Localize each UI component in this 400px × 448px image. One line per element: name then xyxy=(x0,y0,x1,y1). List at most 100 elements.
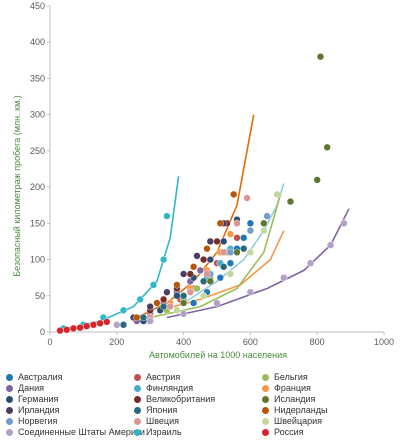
legend-item: Ирландия xyxy=(6,405,60,415)
data-point xyxy=(226,248,235,256)
data-point xyxy=(160,303,168,311)
legend-marker xyxy=(6,373,13,381)
data-point xyxy=(260,219,268,227)
trend-lines xyxy=(66,114,350,330)
data-point xyxy=(206,256,214,264)
series-group xyxy=(146,194,251,322)
data-point xyxy=(173,306,181,314)
data-point xyxy=(160,256,168,264)
data-point xyxy=(180,299,188,307)
legend-marker xyxy=(6,395,13,403)
data-point xyxy=(119,306,128,314)
trend-line xyxy=(150,194,282,319)
legend-item: Франция xyxy=(262,383,311,393)
legend-marker xyxy=(134,417,141,425)
y-tick-label: 400 xyxy=(30,37,45,47)
data-point xyxy=(163,288,171,296)
data-point xyxy=(213,299,221,307)
x-tick-label: 0 xyxy=(47,337,52,347)
y-tick-label: 350 xyxy=(30,73,45,83)
data-point xyxy=(246,288,255,296)
legend-marker xyxy=(262,406,269,414)
x-tick-label: 400 xyxy=(176,337,191,347)
data-point xyxy=(200,256,208,264)
data-point xyxy=(203,270,211,278)
y-tick-label: 200 xyxy=(30,182,45,192)
data-point xyxy=(286,198,295,206)
trend-line xyxy=(183,183,285,304)
data-point xyxy=(220,263,228,271)
y-axis-title: Безопасный километраж пробега (млн. км.) xyxy=(12,95,22,277)
data-point xyxy=(89,321,98,329)
legend-label: Нидерланды xyxy=(274,405,328,415)
data-point xyxy=(313,176,321,184)
legend-item: Швеция xyxy=(134,416,179,426)
legend-item: Соединенные Штаты Америки xyxy=(6,427,145,437)
data-point xyxy=(190,299,198,307)
legend-label: Россия xyxy=(274,427,304,437)
legend-item: Япония xyxy=(134,405,177,415)
data-point xyxy=(139,313,148,322)
legend-label: Австралия xyxy=(18,372,63,382)
data-point xyxy=(196,266,204,275)
legend-marker xyxy=(134,428,141,436)
legend-marker xyxy=(262,395,269,403)
data-point xyxy=(193,252,201,260)
data-point xyxy=(327,241,335,249)
data-point xyxy=(206,237,214,246)
data-point xyxy=(113,321,121,329)
data-point xyxy=(263,212,271,220)
data-point xyxy=(246,219,255,227)
y-tick-label: 250 xyxy=(30,146,45,156)
data-point xyxy=(166,303,174,311)
legend-marker xyxy=(6,417,13,425)
legend-marker xyxy=(134,384,141,392)
data-point xyxy=(226,230,235,238)
legend-item: Норвегия xyxy=(6,416,57,426)
scatter-chart: 0 50 100 150 200 250 300 350 400 450 0 200 400 600 800… xyxy=(12,1,394,360)
legend-marker xyxy=(262,428,269,436)
data-point xyxy=(119,321,128,329)
legend-item: Германия xyxy=(6,394,58,404)
data-point xyxy=(56,327,64,335)
data-point xyxy=(180,292,188,300)
y-tick-label: 450 xyxy=(30,1,45,11)
series-group xyxy=(133,190,238,322)
legend-marker xyxy=(6,384,13,392)
legend-label: Швейцария xyxy=(274,416,323,426)
data-point xyxy=(149,281,158,289)
legend-label: Исландия xyxy=(274,394,316,404)
data-point xyxy=(200,277,208,285)
legend-item: Великобритания xyxy=(134,394,215,404)
legend-label: Финляндия xyxy=(146,383,194,393)
legend-label: Великобритания xyxy=(146,394,216,404)
y-tick-label: 300 xyxy=(30,110,45,120)
legend-item: Бельгия xyxy=(262,372,308,382)
data-point xyxy=(136,295,144,304)
x-tick-label: 600 xyxy=(243,337,258,347)
data-point xyxy=(206,277,214,285)
legend-label: Япония xyxy=(146,405,178,415)
axes: 0 50 100 150 200 250 300 350 400 450 0 200 400 600 800… xyxy=(30,1,394,347)
data-point xyxy=(220,237,228,246)
series-group xyxy=(56,318,111,335)
data-point xyxy=(69,324,78,333)
legend-marker xyxy=(134,406,141,414)
data-point xyxy=(246,227,255,235)
data-point xyxy=(273,190,281,199)
data-point xyxy=(243,194,251,202)
data-point xyxy=(200,292,208,300)
data-point xyxy=(163,212,171,220)
legend-marker xyxy=(262,417,269,425)
x-axis-title: Автомобилей на 1000 населения xyxy=(149,350,287,360)
legend-item: Австрия xyxy=(134,372,180,382)
legend-label: Германия xyxy=(18,394,59,404)
data-point xyxy=(63,326,71,334)
legend-item: Исландия xyxy=(262,394,315,404)
data-point xyxy=(96,319,104,327)
y-tick-label: 100 xyxy=(30,255,45,265)
legend-label: Швеция xyxy=(146,416,179,426)
x-tick-label: 1000 xyxy=(374,337,394,347)
data-point xyxy=(133,313,141,322)
data-point xyxy=(226,259,235,267)
